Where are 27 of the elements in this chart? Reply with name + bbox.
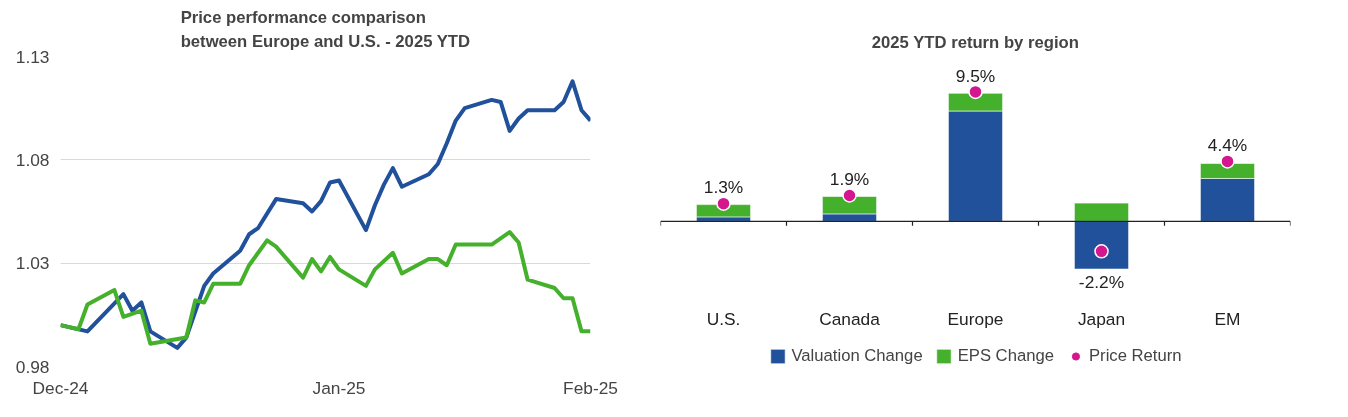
point <box>842 188 857 203</box>
point <box>968 84 983 100</box>
legend-label: Valuation Change <box>791 346 923 366</box>
y-tick-label: 1.03 <box>15 253 50 274</box>
data-label: -2.2% <box>1078 272 1125 293</box>
x-tick-label: U.S. <box>706 308 741 329</box>
x-tick-label: Japan <box>1077 308 1126 329</box>
legend-label: Price Return <box>1088 346 1182 366</box>
y-tick-label: 1.13 <box>15 46 50 67</box>
data-label: 1.3% <box>703 177 744 198</box>
data-label: 9.5% <box>955 65 996 86</box>
chart-title: Price performance comparison between Europe and U.S. - 2025 YTD <box>180 7 471 52</box>
x-tick-label: EM <box>1214 308 1241 329</box>
x-tick-label: Canada <box>819 308 881 329</box>
data-label: 1.9% <box>829 169 870 190</box>
point <box>1220 154 1235 169</box>
y-tick-label: 0.98 <box>15 356 50 377</box>
point <box>716 196 731 211</box>
y-tick-label: 1.08 <box>15 149 50 170</box>
text: 2025 YTD return by region <box>871 32 1079 52</box>
x-tick-label: Jan-25 <box>312 377 366 398</box>
x-tick-label: Dec-24 <box>32 377 89 398</box>
line-series <box>60 230 591 346</box>
data-label: 4.4% <box>1207 135 1248 156</box>
x-tick-label: Europe <box>947 308 1004 329</box>
legend-label: EPS Change <box>957 346 1054 366</box>
x-tick-label: Feb-25 <box>563 377 618 398</box>
